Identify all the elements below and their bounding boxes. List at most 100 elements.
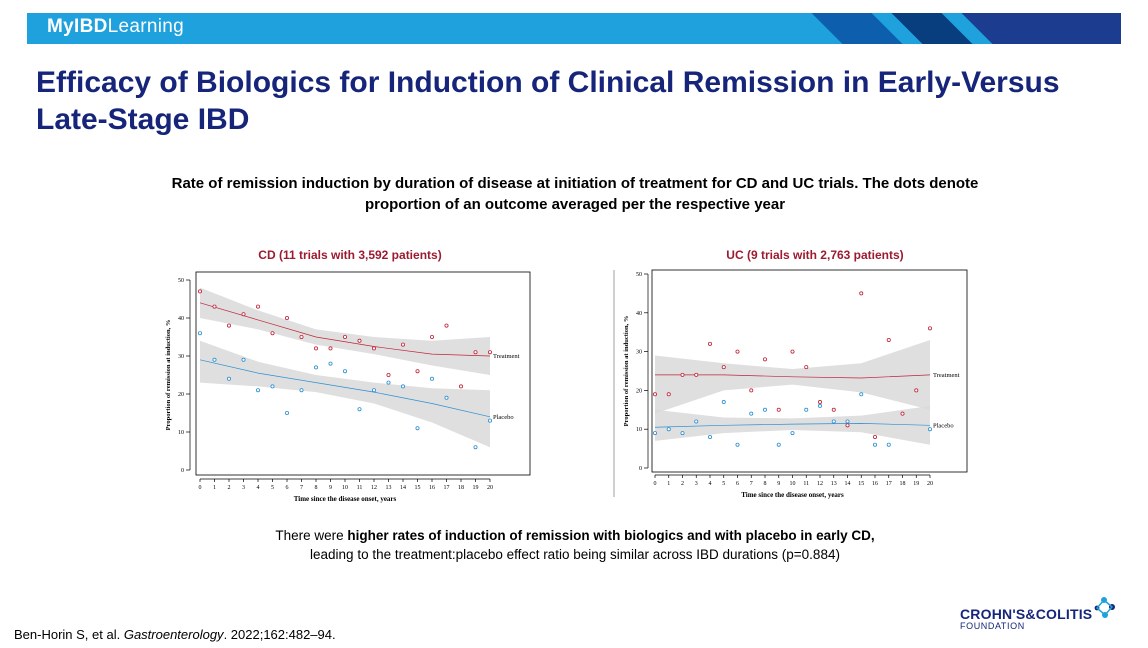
brand-logo: MyIBDLearning (47, 16, 184, 37)
x-tick-label: 15 (415, 485, 421, 491)
data-point (342, 369, 347, 374)
data-point (270, 331, 275, 336)
data-point (256, 304, 261, 309)
x-tick-label: 3 (695, 481, 698, 487)
x-tick-label: 12 (371, 485, 377, 491)
data-point (386, 373, 391, 378)
x-tick-label: 5 (271, 485, 274, 491)
x-tick-label: 13 (831, 481, 837, 487)
x-tick-label: 17 (444, 485, 450, 491)
y-tick-label: 50 (178, 278, 184, 284)
y-tick-label: 20 (178, 392, 184, 398)
y-tick-label: 0 (639, 466, 642, 472)
data-point (735, 349, 740, 354)
data-point (444, 323, 449, 328)
data-point (653, 392, 658, 397)
x-tick-label: 16 (429, 485, 435, 491)
data-point (804, 407, 809, 412)
x-tick-label: 6 (736, 481, 739, 487)
x-tick-label: 12 (817, 481, 823, 487)
data-point (458, 384, 463, 389)
data-point (299, 335, 304, 340)
citation: Ben-Horin S, et al. Gastroenterology. 20… (14, 627, 336, 642)
data-point (872, 434, 877, 439)
x-axis-title: Time since the disease onset, years (294, 495, 397, 503)
x-tick-label: 8 (315, 485, 318, 491)
x-tick-label: 6 (286, 485, 289, 491)
y-axis-title: Proportion of remission at induction, % (623, 316, 630, 427)
data-point (227, 376, 232, 381)
confidence-band (200, 340, 490, 448)
y-tick-label: 0 (181, 468, 184, 474)
data-point (735, 442, 740, 447)
y-tick-label: 40 (636, 311, 642, 317)
x-tick-label: 9 (329, 485, 332, 491)
y-axis-title: Proportion of remission at induction, % (165, 320, 172, 431)
data-point (313, 346, 318, 351)
conclusion-text: There were higher rates of induction of … (275, 528, 875, 562)
x-tick-label: 11 (357, 485, 363, 491)
data-point (415, 426, 420, 431)
plot-frame (651, 269, 968, 473)
data-point (328, 346, 333, 351)
x-tick-label: 1 (667, 481, 670, 487)
data-point (371, 346, 376, 351)
header-stripe (811, 13, 903, 44)
trend-line (655, 374, 931, 379)
x-tick-label: 10 (342, 485, 348, 491)
plot-frame (195, 271, 531, 476)
data-point (285, 316, 290, 321)
y-tick-label: 20 (636, 388, 642, 394)
x-tick-label: 4 (257, 485, 260, 491)
data-point (487, 418, 492, 423)
data-point (473, 445, 478, 450)
data-point (285, 410, 290, 415)
data-point (680, 431, 685, 436)
x-tick-label: 8 (764, 481, 767, 487)
data-point (400, 384, 405, 389)
data-point (444, 395, 449, 400)
data-point (429, 335, 434, 340)
series-label: Treatment (933, 372, 960, 379)
data-point (762, 357, 767, 362)
data-point (859, 392, 864, 397)
x-tick-label: 14 (845, 481, 851, 487)
data-point (749, 411, 754, 416)
header-bar (27, 13, 1121, 44)
confidence-band (200, 287, 490, 375)
data-point (776, 442, 781, 447)
data-point (817, 400, 822, 405)
trend-line (199, 302, 491, 357)
data-point (927, 427, 932, 432)
data-point (400, 342, 405, 347)
data-point (212, 357, 217, 362)
data-point (299, 388, 304, 393)
data-point (680, 372, 685, 377)
x-tick-label: 4 (709, 481, 712, 487)
data-point (357, 407, 362, 412)
trend-line (199, 359, 491, 418)
data-point (927, 326, 932, 331)
data-point (270, 384, 275, 389)
y-tick-label: 30 (178, 354, 184, 360)
data-point (872, 442, 877, 447)
x-tick-label: 17 (886, 481, 892, 487)
x-tick-label: 14 (400, 485, 406, 491)
data-point (749, 388, 754, 393)
foundation-icon (1094, 597, 1115, 618)
data-point (886, 442, 891, 447)
data-point (386, 380, 391, 385)
cd-chart-title: CD (11 trials with 3,592 patients) (258, 248, 442, 262)
data-point (429, 376, 434, 381)
data-point (198, 289, 203, 294)
y-tick-label: 10 (636, 427, 642, 433)
x-tick-label: 2 (228, 485, 231, 491)
data-point (762, 407, 767, 412)
data-point (256, 388, 261, 393)
x-tick-label: 20 (487, 485, 493, 491)
header-stripe (961, 13, 1121, 44)
series-label: Treatment (493, 353, 520, 360)
data-point (227, 323, 232, 328)
y-tick-label: 40 (178, 316, 184, 322)
